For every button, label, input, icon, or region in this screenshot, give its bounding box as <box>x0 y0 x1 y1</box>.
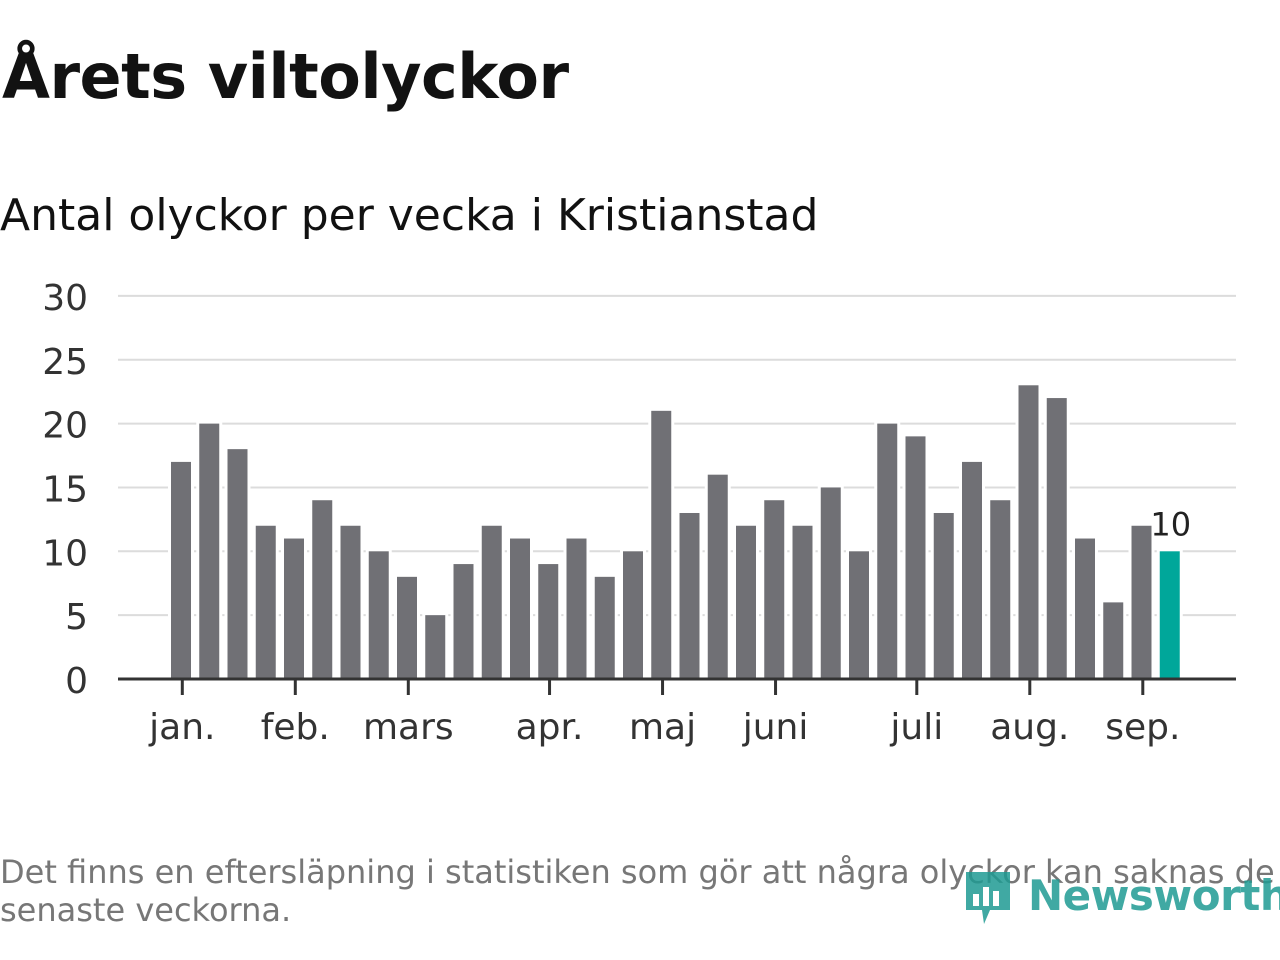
brand-logo: Newsworthy <box>962 862 1280 928</box>
newsworthy-logo-icon <box>966 872 1010 924</box>
bar <box>820 487 841 679</box>
x-tick-label: juni <box>742 707 809 748</box>
bar <box>1018 385 1039 679</box>
bar <box>538 564 559 679</box>
bar-chart: 0 5 10 15 20 25 30 jan. feb. mars apr. maj juni juli… <box>42 278 1236 748</box>
bar <box>284 538 304 679</box>
bar <box>227 449 248 679</box>
bar <box>792 525 813 679</box>
bar <box>1075 538 1095 679</box>
bar <box>199 423 220 679</box>
bar <box>651 410 672 679</box>
bar <box>679 512 700 679</box>
bar <box>397 576 417 679</box>
bar <box>171 461 191 679</box>
bar <box>255 525 276 679</box>
bar <box>425 615 446 679</box>
bar <box>990 500 1011 679</box>
data-label: 10 <box>1150 505 1191 543</box>
x-tick-label: aug. <box>990 707 1069 748</box>
y-tick-label: 25 <box>42 342 88 383</box>
bar <box>566 538 587 679</box>
x-tick-label: sep. <box>1105 707 1180 748</box>
brand-name: Newsworthy <box>1028 870 1280 920</box>
chart-title: Årets viltolyckor <box>2 40 569 113</box>
bar <box>707 474 728 679</box>
bar <box>1159 551 1180 679</box>
y-axis-ticks: 0 5 10 15 20 25 30 <box>42 278 88 702</box>
x-tick-label: maj <box>629 707 696 748</box>
footnote: Det finns en eftersläpning i statistiken… <box>0 853 1275 929</box>
x-tick-label: apr. <box>516 707 584 748</box>
bar <box>1131 525 1152 679</box>
bar <box>510 538 530 679</box>
bar <box>623 551 643 679</box>
bar <box>1103 602 1124 679</box>
y-tick-label: 5 <box>65 597 88 638</box>
bar <box>340 525 361 679</box>
x-tick-label: mars <box>363 707 454 748</box>
bar <box>736 525 756 679</box>
y-tick-label: 15 <box>42 469 88 510</box>
bar <box>368 551 389 679</box>
bars <box>168 382 1183 679</box>
bar <box>962 461 982 679</box>
x-tick-label: jan. <box>148 707 215 748</box>
y-tick-label: 20 <box>42 406 88 447</box>
bar <box>481 525 502 679</box>
x-axis: jan. feb. mars apr. maj juni juli aug. sep. <box>118 677 1236 748</box>
bar <box>453 564 474 679</box>
y-tick-label: 0 <box>65 661 88 702</box>
y-tick-label: 30 <box>42 278 88 319</box>
bar <box>933 512 954 679</box>
data-labels: 10 <box>1150 505 1191 543</box>
bar <box>764 500 785 679</box>
bar <box>877 423 898 679</box>
bar <box>905 436 926 679</box>
chart-subtitle: Antal olyckor per vecka i Kristianstad <box>0 190 819 241</box>
bar <box>594 576 615 679</box>
x-tick-label: feb. <box>261 707 330 748</box>
bar <box>312 500 333 679</box>
bar <box>1046 398 1067 679</box>
y-tick-label: 10 <box>42 533 88 574</box>
bar <box>849 551 869 679</box>
x-tick-label: juli <box>889 707 943 748</box>
